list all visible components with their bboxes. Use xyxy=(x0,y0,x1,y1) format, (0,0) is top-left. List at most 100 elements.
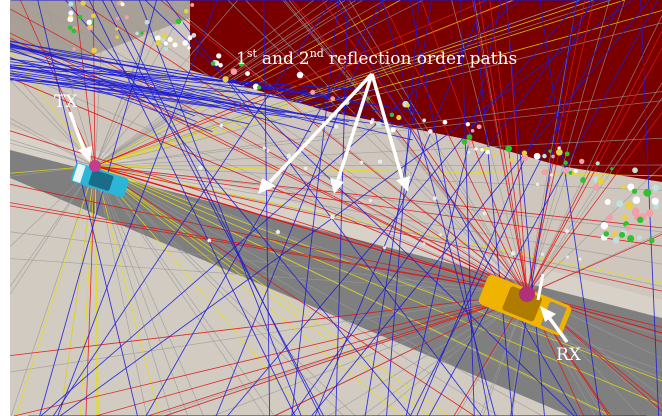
ground-reflection-ray xyxy=(526,0,626,295)
reflection-point xyxy=(245,71,250,77)
tx-label: TX xyxy=(54,92,78,112)
rx-label: RX xyxy=(556,345,582,365)
first-order-ray xyxy=(526,234,662,295)
second-order-ray xyxy=(215,0,385,416)
ground-reflection-ray xyxy=(94,165,662,371)
direct-ray xyxy=(79,165,96,416)
reflection-point xyxy=(466,140,472,146)
second-order-ray xyxy=(10,40,409,127)
reflection-point xyxy=(266,149,270,153)
ground-reflection-ray xyxy=(94,0,346,167)
second-order-ray xyxy=(334,0,578,416)
first-order-ray xyxy=(94,165,475,416)
first-order-ray xyxy=(85,165,96,416)
ground-reflection-ray xyxy=(94,164,662,167)
reflection-point xyxy=(303,166,308,171)
ground-reflection-ray xyxy=(94,137,662,167)
first-order-ray xyxy=(10,32,528,295)
reflection-point xyxy=(572,172,576,176)
reflection-point xyxy=(510,251,516,256)
second-order-ray xyxy=(291,0,340,416)
annotation-arrows xyxy=(68,72,569,344)
reflection-point xyxy=(549,173,554,177)
second-order-ray xyxy=(10,65,242,103)
ground-reflection-ray xyxy=(94,165,662,191)
ground-reflection-ray xyxy=(526,15,662,295)
reflection-point xyxy=(140,31,144,35)
reflection-point xyxy=(80,0,86,6)
reflection-point xyxy=(557,146,561,150)
second-order-ray xyxy=(291,0,596,416)
reflection-point xyxy=(68,10,74,16)
second-order-ray xyxy=(10,61,385,113)
reflection-point xyxy=(262,146,266,150)
reflection-point xyxy=(377,159,383,164)
ground-reflection-ray xyxy=(94,165,189,416)
reflection-point xyxy=(238,61,245,67)
ground-reflection-ray xyxy=(164,0,528,295)
reflection-point xyxy=(187,35,193,41)
reflection-point xyxy=(593,184,600,191)
reflection-point xyxy=(470,129,475,133)
reflection-point xyxy=(396,115,402,121)
reflection-point xyxy=(596,177,605,185)
reflection-point xyxy=(621,184,626,190)
reflection-point xyxy=(432,196,437,201)
reflection-point xyxy=(604,199,611,206)
paths-label: 1st and 2nd reflection order paths xyxy=(236,47,517,69)
second-order-ray xyxy=(386,0,420,416)
reflection-point xyxy=(191,32,197,38)
reflection-point xyxy=(422,118,427,123)
reflection-point xyxy=(155,39,161,46)
reflection-point xyxy=(643,188,652,197)
reflection-point xyxy=(296,71,304,79)
reflection-point xyxy=(376,121,382,127)
second-order-ray xyxy=(364,0,433,416)
second-order-ray xyxy=(10,65,206,100)
second-order-ray xyxy=(409,0,490,416)
reflection-point xyxy=(67,25,73,31)
reflection-point xyxy=(172,42,178,48)
reflection-point xyxy=(482,211,487,216)
second-order-ray xyxy=(314,0,486,416)
ground-reflection-ray xyxy=(376,293,528,416)
reflection-point xyxy=(216,53,222,59)
reflection-point xyxy=(389,112,395,118)
direct-ray xyxy=(94,165,98,416)
reflection-point xyxy=(207,238,212,243)
reflection-point xyxy=(578,257,582,261)
second-order-ray xyxy=(138,0,302,416)
reflection-point xyxy=(190,3,195,7)
reflection-point xyxy=(219,123,224,128)
reflection-point xyxy=(422,242,426,246)
first-order-ray xyxy=(472,0,528,295)
reflection-point xyxy=(465,122,470,127)
second-order-ray xyxy=(428,0,659,416)
ground-reflection-ray xyxy=(94,165,356,416)
reflection-point xyxy=(509,157,515,163)
first-order-ray xyxy=(94,165,662,229)
ground-reflection-ray xyxy=(94,165,662,378)
first-order-ray xyxy=(94,0,516,167)
ground-reflection-ray xyxy=(327,293,528,416)
direct-ray xyxy=(94,0,594,167)
reflection-point xyxy=(645,209,654,217)
first-order-ray xyxy=(506,0,528,295)
first-order-ray xyxy=(526,48,662,295)
reflection-point xyxy=(540,252,544,256)
direct-ray xyxy=(94,165,307,416)
building xyxy=(190,0,662,182)
reflection-point xyxy=(521,154,529,162)
reflection-point xyxy=(68,1,74,7)
reflection-point xyxy=(120,2,125,7)
reflection-point xyxy=(624,201,633,210)
reflection-point xyxy=(368,198,373,203)
ground-reflection-ray xyxy=(94,165,543,416)
first-order-ray xyxy=(420,0,528,295)
reflection-point xyxy=(606,214,614,221)
second-order-ray xyxy=(59,0,633,416)
reflection-point xyxy=(78,15,83,20)
first-order-ray xyxy=(95,293,528,416)
direct-ray xyxy=(94,165,431,416)
reflection-point xyxy=(466,134,473,141)
